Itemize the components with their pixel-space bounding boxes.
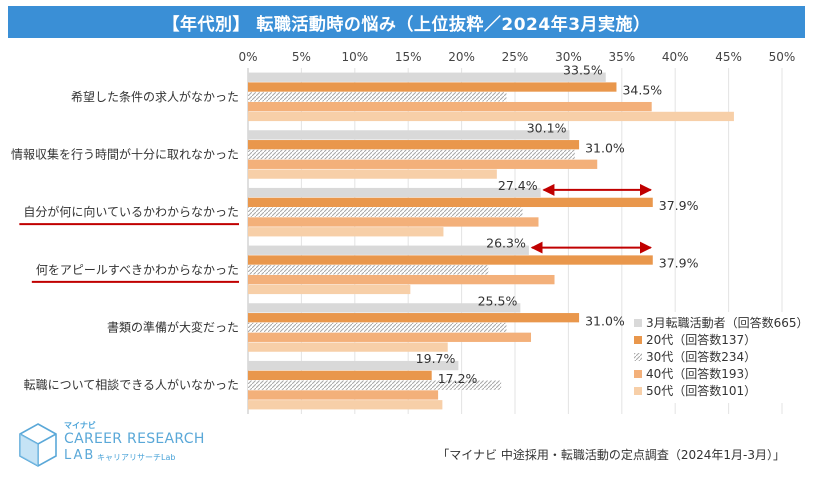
category-label: 書類の準備が大変だった [107,320,239,335]
logo-cube-icon [19,423,57,467]
x-tick-label: 10% [341,50,368,64]
bar-s5-c6 [248,400,443,410]
data-label: 17.2% [438,371,478,386]
x-tick-label: 20% [448,50,475,64]
x-tick-label: 15% [395,50,422,64]
bar-s5-c3 [248,227,444,237]
logo-lab: LAB [64,448,96,463]
bar-s5-c5 [248,342,448,352]
legend-swatch [634,370,642,378]
legend-entry: 40代（回答数193） [646,366,756,381]
legend-swatch [634,336,642,344]
x-tick-label: 40% [662,50,689,64]
x-tick-label: 30% [555,50,582,64]
bar-s3-c6 [248,380,502,390]
data-label: 33.5% [563,63,603,78]
bar-s1-c6 [248,360,459,371]
data-labels: 33.5% 34.5% 30.1% 31.0% 27.4% 37.9% 26.3% 37.9%… [416,63,699,386]
data-label: 37.9% [659,198,699,213]
category-label: 情報収集を行う時間が十分に取れなかった [11,147,239,162]
category-label: 何をアピールすべきかわからなかった [36,263,239,277]
data-label: 27.4% [498,178,538,193]
bar-s5-c1 [248,111,734,122]
bar-s1-c1 [248,72,606,82]
x-tick-label: 45% [715,50,742,64]
logo-kana: キャリアリサーチLab [97,453,176,462]
bar-s4-c6 [248,390,439,400]
logo-career-research: CAREER RESEARCH [64,431,205,447]
x-tick-label: 35% [608,50,635,64]
bar-s4-c4 [248,274,555,285]
chart-title: 【年代別】 転職活動時の悩み（上位抜粋／2024年3月実施） [8,6,805,38]
bar-s4-c1 [248,101,652,112]
x-tick-label: 50% [769,50,796,64]
legend-bg [628,312,804,403]
bar-s3-c2 [248,149,575,160]
bar-s2-c5 [248,313,580,323]
bar-s1-c3 [248,187,541,198]
legend-entry: 50代（回答数101） [646,383,756,398]
bar-s2-c3 [248,197,653,208]
legend: 3月転職活動者（回答数665） 20代（回答数137） 30代（回答数234） 40代… [628,312,809,403]
data-label: 25.5% [478,293,518,308]
bar-s2-c6 [248,370,432,381]
bar-s1-c4 [248,245,529,255]
bar-s4-c5 [248,332,532,342]
legend-swatch [634,319,642,327]
category-label: 転職について相談できる人がいなかった [24,377,239,392]
legend-swatch [634,353,642,361]
x-axis-ticks: 0% 5% 10% 15% 20% 25% 30% 35% 40% 45% 50% [238,50,795,64]
bar-s1-c5 [248,303,521,313]
data-label: 37.9% [659,256,699,271]
bars [248,72,734,410]
data-label: 26.3% [486,236,526,251]
bar-s5-c2 [248,169,497,179]
bar-s5-c4 [248,284,411,295]
legend-swatch [634,387,642,395]
bar-s4-c3 [248,217,539,227]
source-note: 「マイナビ 中途採用・転職活動の定点調査（2024年1月-3月）」 [437,448,785,462]
x-tick-label: 25% [502,50,529,64]
bar-s3-c5 [248,322,507,333]
x-tick-label: 5% [292,50,311,64]
bar-s2-c2 [248,140,580,150]
legend-entry: 30代（回答数234） [646,349,756,364]
category-label: 希望した条件の求人がなかった [71,89,239,104]
category-labels: 希望した条件の求人がなかった情報収集を行う時間が十分に取れなかった自分が何に向い… [11,89,239,392]
data-label: 31.0% [585,140,625,155]
comparison-arrows [530,183,652,254]
data-label: 31.0% [585,313,625,328]
logo-brand-small: マイナビ [64,421,96,430]
bar-s2-c1 [248,82,617,92]
data-label: 30.1% [527,120,567,135]
data-label: 19.7% [416,351,456,366]
bar-s3-c1 [248,92,507,102]
x-tick-label: 0% [238,50,257,64]
legend-entry: 3月転職活動者（回答数665） [646,315,809,330]
bar-s4-c2 [248,159,598,169]
category-label: 自分が何に向いているかわからなかった [23,204,239,219]
bar-s3-c4 [248,265,489,275]
bar-s3-c3 [248,207,523,217]
data-label: 34.5% [622,83,662,98]
bar-s1-c2 [248,130,570,140]
bar-s2-c4 [248,255,653,265]
legend-entry: 20代（回答数137） [646,332,756,347]
